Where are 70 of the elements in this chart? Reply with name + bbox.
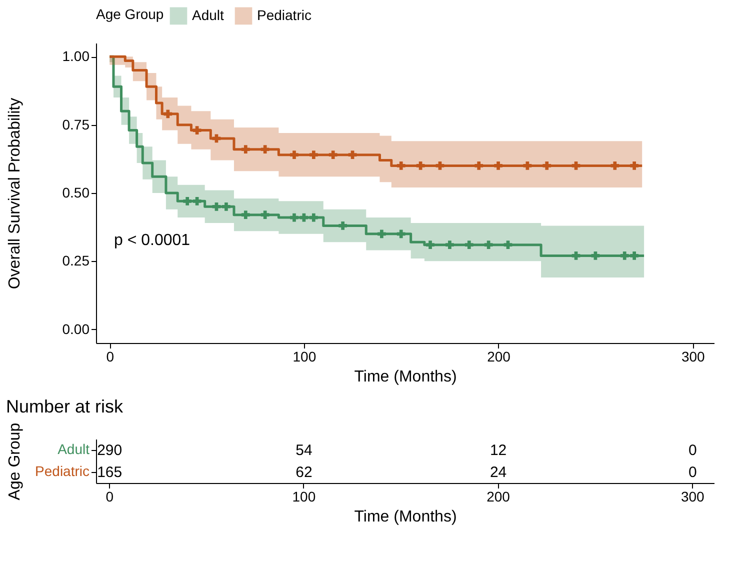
point <box>494 162 502 170</box>
point <box>572 162 580 170</box>
y-tick-label: Adult <box>58 441 90 457</box>
point <box>620 252 629 260</box>
legend-label: Adult <box>192 6 224 23</box>
x-tick-label: 300 <box>680 488 705 504</box>
data-label: 12 <box>490 442 507 459</box>
data-label: 54 <box>296 442 312 459</box>
point <box>523 162 532 170</box>
y-tick-label: 0.50 <box>62 184 90 200</box>
point <box>222 202 230 211</box>
chart-title: Number at risk <box>6 396 124 416</box>
point <box>260 210 270 219</box>
point <box>396 162 406 170</box>
point <box>328 150 338 159</box>
x-tick-label: 300 <box>681 348 706 364</box>
x-tick-label: 0 <box>106 488 114 504</box>
point <box>591 252 600 260</box>
point <box>426 240 434 249</box>
point <box>338 222 347 230</box>
x-axis-title: Time (Months) <box>354 368 457 386</box>
point <box>290 213 298 222</box>
point <box>464 240 474 249</box>
point <box>446 240 454 249</box>
point <box>241 210 250 219</box>
point <box>484 240 493 249</box>
point <box>192 197 202 206</box>
legend-title: Age Group <box>96 6 164 22</box>
point <box>542 162 552 170</box>
annotation: p < 0.0001 <box>114 232 190 249</box>
point <box>504 240 512 249</box>
point <box>241 145 250 154</box>
y-tick-label: 0.00 <box>62 320 90 337</box>
x-tick-label: 0 <box>106 348 114 364</box>
x-tick-label: 100 <box>292 488 316 504</box>
data-label: 165 <box>97 464 122 481</box>
point <box>610 162 620 170</box>
point <box>309 150 318 159</box>
point <box>192 126 202 134</box>
legend-label: Pediatric <box>257 6 312 23</box>
data-label: 0 <box>688 442 697 459</box>
y-tick-label: 1.00 <box>62 48 90 64</box>
point <box>377 230 386 238</box>
data-label: 24 <box>490 464 507 481</box>
y-tick-label: Pediatric <box>35 463 90 479</box>
point <box>164 110 172 118</box>
point <box>183 197 192 206</box>
data-label: 62 <box>296 464 312 481</box>
y-tick-label: 0.75 <box>62 116 90 132</box>
point <box>290 150 298 159</box>
point <box>474 162 484 170</box>
point <box>436 162 444 170</box>
y-axis-title: Age Group <box>6 422 24 500</box>
y-tick-label: 0.25 <box>62 252 90 269</box>
x-tick-label: 200 <box>487 348 511 364</box>
point <box>212 202 221 211</box>
point <box>630 252 639 260</box>
data-label: 290 <box>97 442 122 459</box>
point <box>416 162 425 170</box>
x-tick-label: 100 <box>292 348 316 364</box>
point <box>260 145 270 154</box>
x-tick-label: 200 <box>486 488 510 504</box>
point <box>630 162 639 170</box>
y-axis-title: Overall Survival Probability <box>6 98 24 290</box>
data-label: 0 <box>688 464 697 481</box>
point <box>396 230 406 238</box>
point <box>572 252 580 260</box>
point <box>348 150 357 159</box>
point <box>309 213 318 222</box>
x-axis-title: Time (Months) <box>354 508 457 526</box>
